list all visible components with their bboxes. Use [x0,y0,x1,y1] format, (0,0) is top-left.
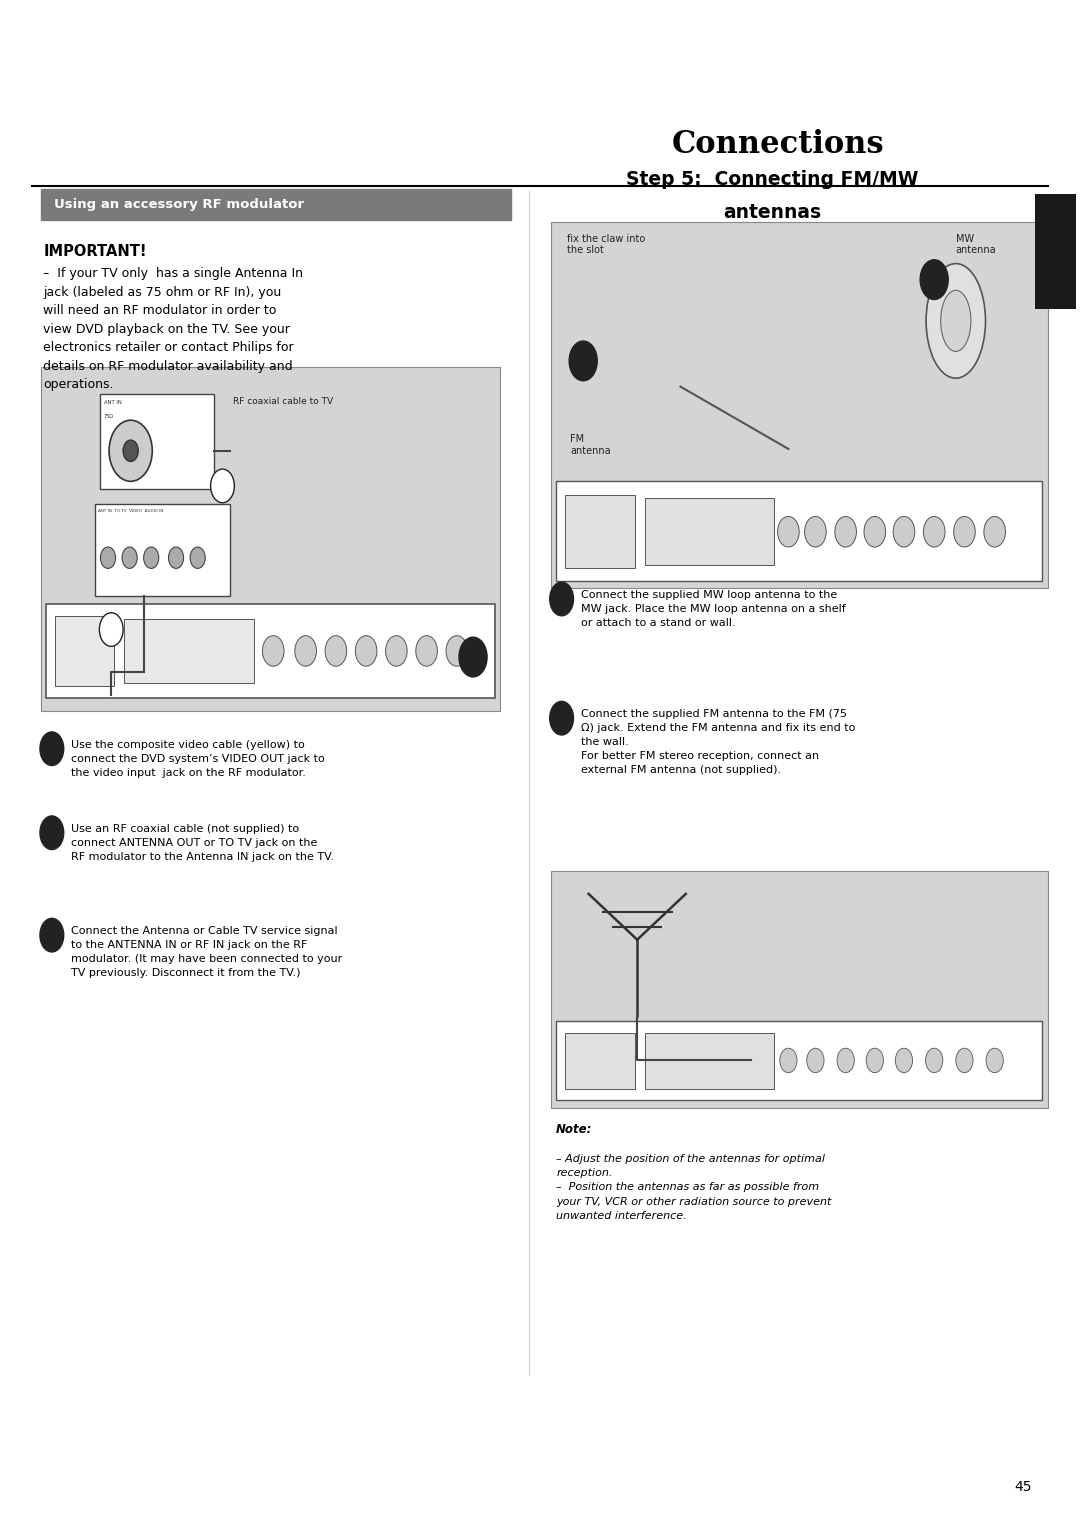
Text: IMPORTANT!: IMPORTANT! [43,244,147,260]
Circle shape [956,1048,973,1073]
Text: Connections: Connections [672,130,883,160]
Text: 1: 1 [470,652,476,662]
Bar [645,1033,774,1089]
Circle shape [144,547,159,568]
Circle shape [954,516,975,547]
Text: Connect the Antenna or Cable TV service signal
to the ANTENNA IN or RF IN jack o: Connect the Antenna or Cable TV service … [71,926,342,978]
Bar [551,222,1048,588]
Text: Using an accessory RF modulator: Using an accessory RF modulator [54,199,305,211]
Text: FM
antenna: FM antenna [570,434,611,455]
Bar [95,504,230,596]
Circle shape [550,701,573,735]
Circle shape [122,547,137,568]
Circle shape [923,516,945,547]
Circle shape [190,547,205,568]
Text: RF coaxial cable to TV: RF coaxial cable to TV [233,397,334,406]
Text: 1: 1 [49,744,55,753]
Text: 45: 45 [1014,1481,1031,1494]
Circle shape [864,516,886,547]
Circle shape [807,1048,824,1073]
Text: antennas: antennas [724,203,821,222]
Circle shape [211,469,234,503]
Text: MW
antenna: MW antenna [956,234,997,255]
Circle shape [325,636,347,666]
Bar [46,604,495,698]
Bar [124,619,254,683]
Circle shape [550,582,573,616]
Text: English: English [1050,231,1061,272]
Circle shape [893,516,915,547]
Text: Use an RF coaxial cable (not supplied) to
connect ANTENNA OUT or TO TV jack on t: Use an RF coaxial cable (not supplied) t… [71,824,335,862]
Circle shape [920,260,948,299]
Circle shape [295,636,316,666]
Circle shape [986,1048,1003,1073]
Circle shape [866,1048,883,1073]
Bar [645,498,774,565]
Bar [41,189,511,220]
Circle shape [984,516,1005,547]
Bar [551,871,1048,1108]
Circle shape [778,516,799,547]
Text: 1: 1 [931,275,937,284]
Bar [565,495,635,568]
Circle shape [100,547,116,568]
Text: –  If your TV only  has a single Antenna In
jack (labeled as 75 ohm or RF In), y: – If your TV only has a single Antenna I… [43,267,303,391]
Text: 2: 2 [580,356,586,365]
Text: – Adjust the position of the antennas for optimal
reception.
–  Position the ant: – Adjust the position of the antennas fo… [556,1154,832,1221]
Text: fix the claw into
the slot: fix the claw into the slot [567,234,645,255]
Circle shape [805,516,826,547]
Circle shape [40,816,64,850]
Circle shape [569,341,597,380]
Circle shape [386,636,407,666]
Circle shape [99,613,123,646]
Circle shape [40,732,64,766]
Circle shape [837,1048,854,1073]
Text: 1: 1 [558,594,565,604]
Circle shape [780,1048,797,1073]
Circle shape [262,636,284,666]
Ellipse shape [941,290,971,351]
Text: 2: 2 [49,828,55,837]
Text: Note:: Note: [556,1123,593,1137]
Bar [41,367,500,711]
Circle shape [109,420,152,481]
Text: 3: 3 [108,625,114,634]
Text: 75Ω: 75Ω [104,414,113,419]
Text: Step 5:  Connecting FM/MW: Step 5: Connecting FM/MW [626,171,918,189]
Bar [55,616,114,686]
Circle shape [446,636,468,666]
Circle shape [40,918,64,952]
Text: 2: 2 [219,481,226,490]
Circle shape [459,637,487,677]
Bar [556,1021,1042,1100]
Text: ANT IN: ANT IN [104,400,121,405]
Circle shape [835,516,856,547]
Text: 3: 3 [49,931,55,940]
Bar [565,1033,635,1089]
Circle shape [895,1048,913,1073]
Text: 2: 2 [558,714,565,723]
Circle shape [926,1048,943,1073]
Circle shape [123,440,138,461]
Text: Connect the supplied FM antenna to the FM (75
Ω) jack. Extend the FM antenna and: Connect the supplied FM antenna to the F… [581,709,855,775]
Text: ANT IN  TO TV  VIDEO  AUDIO IN: ANT IN TO TV VIDEO AUDIO IN [98,509,164,513]
Circle shape [355,636,377,666]
Bar [100,394,214,489]
Text: Connect the supplied MW loop antenna to the
MW jack. Place the MW loop antenna o: Connect the supplied MW loop antenna to … [581,590,846,628]
Circle shape [168,547,184,568]
Ellipse shape [926,264,986,379]
Bar [556,481,1042,581]
Circle shape [416,636,437,666]
Text: Use the composite video cable (yellow) to
connect the DVD system’s VIDEO OUT jac: Use the composite video cable (yellow) t… [71,740,325,778]
